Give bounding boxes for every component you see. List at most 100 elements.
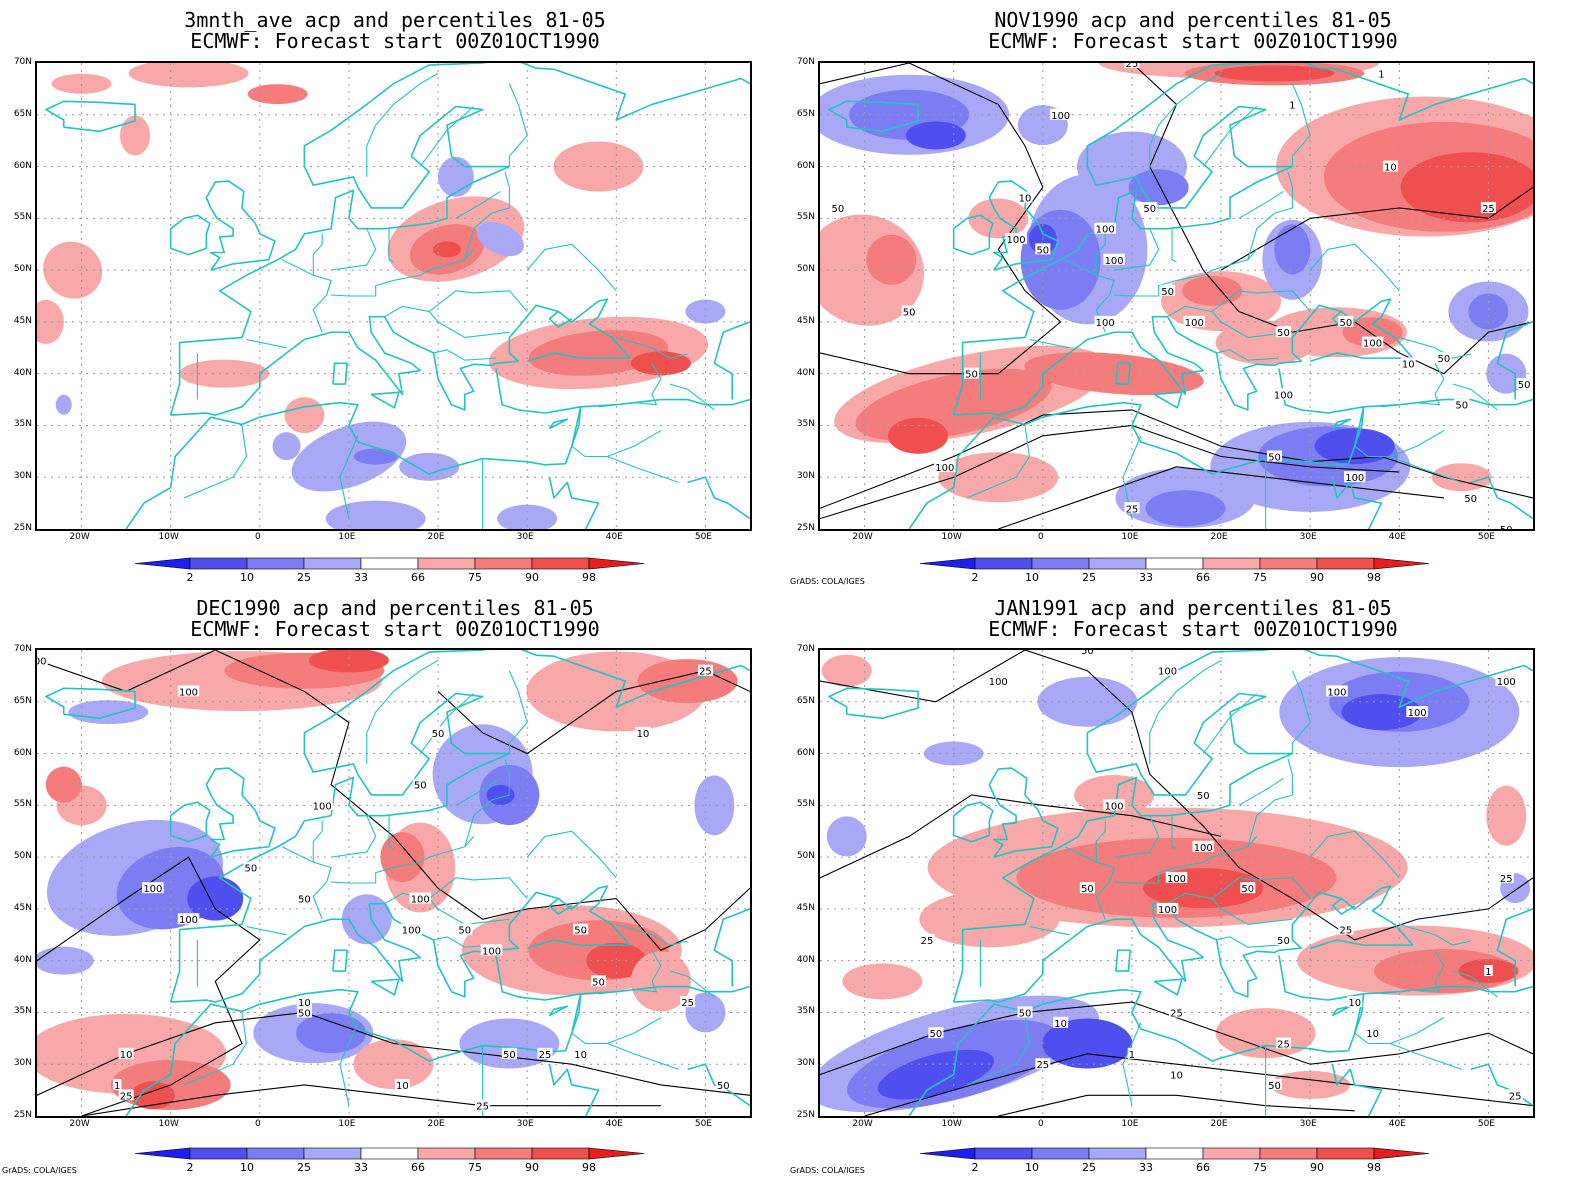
contour-label-bg: [537, 1047, 553, 1059]
coastline: [1153, 391, 1183, 409]
anomaly-patch: [1468, 293, 1509, 330]
contour-label: 50: [928, 1027, 944, 1040]
contour-label-text: 25: [539, 1050, 552, 1061]
longitude-tick-label: 10E: [1121, 1119, 1139, 1129]
contour-label-text: 100: [37, 656, 47, 667]
map-panel-nov1990: NOV1990 acp and percentiles 81-05 ECMWF:…: [790, 0, 1596, 590]
contour-label: 50: [1267, 450, 1283, 464]
anomaly-patch: [476, 221, 524, 257]
country-border: [464, 758, 510, 847]
contour-label-bg: [1124, 63, 1140, 68]
longitude-tick-label: 0: [1037, 1119, 1044, 1129]
contour-label-text: 50: [574, 926, 587, 937]
country-border: [1149, 659, 1222, 764]
country-border: [183, 1012, 248, 1086]
colorbar-swatch: [303, 1147, 362, 1160]
country-border: [428, 898, 510, 925]
latitude-tick-label: 65N: [796, 695, 815, 706]
contour-label-text: 100: [1105, 256, 1124, 267]
anomaly-patch: [432, 241, 461, 258]
latitude-tick-label: 70N: [796, 644, 815, 654]
contour-label-bg: [296, 892, 312, 904]
contour-label-text: 50: [298, 1008, 311, 1019]
anomaly-patch: [37, 299, 64, 344]
anomaly-patch: [685, 992, 726, 1033]
country-border: [384, 290, 528, 318]
colorbar-swatch: [474, 557, 533, 570]
contour-label-text: 10: [1170, 1071, 1183, 1082]
contour-label-text: 50: [1197, 791, 1210, 802]
contour-label: 100: [1005, 233, 1027, 246]
contour-label-text: 100: [1167, 874, 1186, 885]
latitude-tick-label: 30N: [796, 1058, 815, 1069]
contour-label-bg: [1165, 871, 1188, 883]
colorbar-swatch: [531, 557, 590, 570]
anomaly-patch: [842, 963, 923, 1000]
colorbar-swatch: [1145, 557, 1204, 570]
contour-line: [37, 1011, 750, 1096]
contour-label-bg: [1240, 882, 1256, 894]
colorbar-tick-label: 25: [297, 571, 311, 584]
contour-label-text: 100: [1194, 843, 1213, 854]
coastline: [953, 298, 1414, 416]
contour-label: 10: [1347, 996, 1363, 1009]
contour-label-bg: [1400, 357, 1416, 369]
contour-label: 100: [1183, 315, 1206, 329]
contour-label-text: 100: [1051, 111, 1070, 122]
longitude-tick-label: 50E: [694, 532, 712, 542]
anomaly-patch: [128, 63, 249, 88]
contour-label: 100: [1103, 253, 1125, 267]
country-border: [455, 777, 501, 806]
map-panel-3month: 3mnth_ave acp and percentiles 81-05 ECMW…: [0, 0, 790, 590]
contour-line: [820, 409, 1533, 509]
contour-label-bg: [311, 799, 333, 811]
contour-label: 1: [112, 1078, 122, 1092]
anomaly-patch: [685, 299, 726, 324]
contour-label-text: 50: [1339, 318, 1352, 329]
contour-label: 100: [1406, 706, 1428, 719]
contour-label-text: 25: [681, 998, 694, 1009]
contour-label-bg: [901, 305, 917, 317]
anomaly-patch: [826, 816, 867, 857]
country-border: [1167, 877, 1311, 905]
coastline: [332, 362, 348, 385]
coastline: [952, 650, 1533, 1003]
country-border: [331, 249, 475, 297]
contour-label-text: 25: [1339, 926, 1352, 937]
latitude-tick-label: 35N: [13, 1006, 32, 1017]
contour-label-text: 10: [396, 1081, 409, 1092]
longitude-tick-label: 30E: [1299, 1119, 1317, 1129]
contour-label-text: 50: [1464, 494, 1477, 505]
contour-label: 50: [1017, 1006, 1033, 1019]
country-border: [526, 830, 617, 879]
contour-label-bg: [1192, 840, 1214, 852]
colorbar-tick-label: 25: [1082, 571, 1096, 584]
colorbar-swatch: [1088, 557, 1147, 570]
anomaly-patch: [497, 504, 558, 529]
contour-line: [820, 650, 1533, 941]
contour-label-text: 10: [1348, 998, 1361, 1009]
panel-title-line2: ECMWF: Forecast start 00Z01OCT1990: [190, 29, 600, 53]
contour-label-text: 25: [1126, 63, 1139, 70]
coastline: [205, 180, 276, 271]
coastline: [908, 368, 1365, 529]
contour-line: [998, 466, 1444, 529]
contour-label: 100: [1049, 108, 1072, 122]
contour-label-text: 10: [298, 998, 311, 1009]
contour-label-bg: [243, 861, 259, 873]
contour-label-bg: [1079, 650, 1095, 655]
country-border: [1122, 1022, 1142, 1106]
colorbar-swatch: [360, 557, 419, 570]
contour-label: 50: [1275, 933, 1291, 947]
contour-label-text: 10: [637, 729, 650, 740]
panel-title-line1: JAN1991 acp and percentiles 81-05: [994, 596, 1392, 620]
country-border: [339, 435, 359, 519]
colorbar-swatch: [189, 557, 248, 570]
longitude-tick-label: 10W: [941, 532, 962, 542]
contour-label: 100: [311, 799, 333, 812]
contour-label: 50: [1454, 398, 1470, 412]
coastline: [1353, 985, 1533, 1034]
contour-label-text: 50: [831, 204, 844, 215]
country-border: [1291, 670, 1311, 754]
contour-label-bg: [1094, 315, 1116, 327]
